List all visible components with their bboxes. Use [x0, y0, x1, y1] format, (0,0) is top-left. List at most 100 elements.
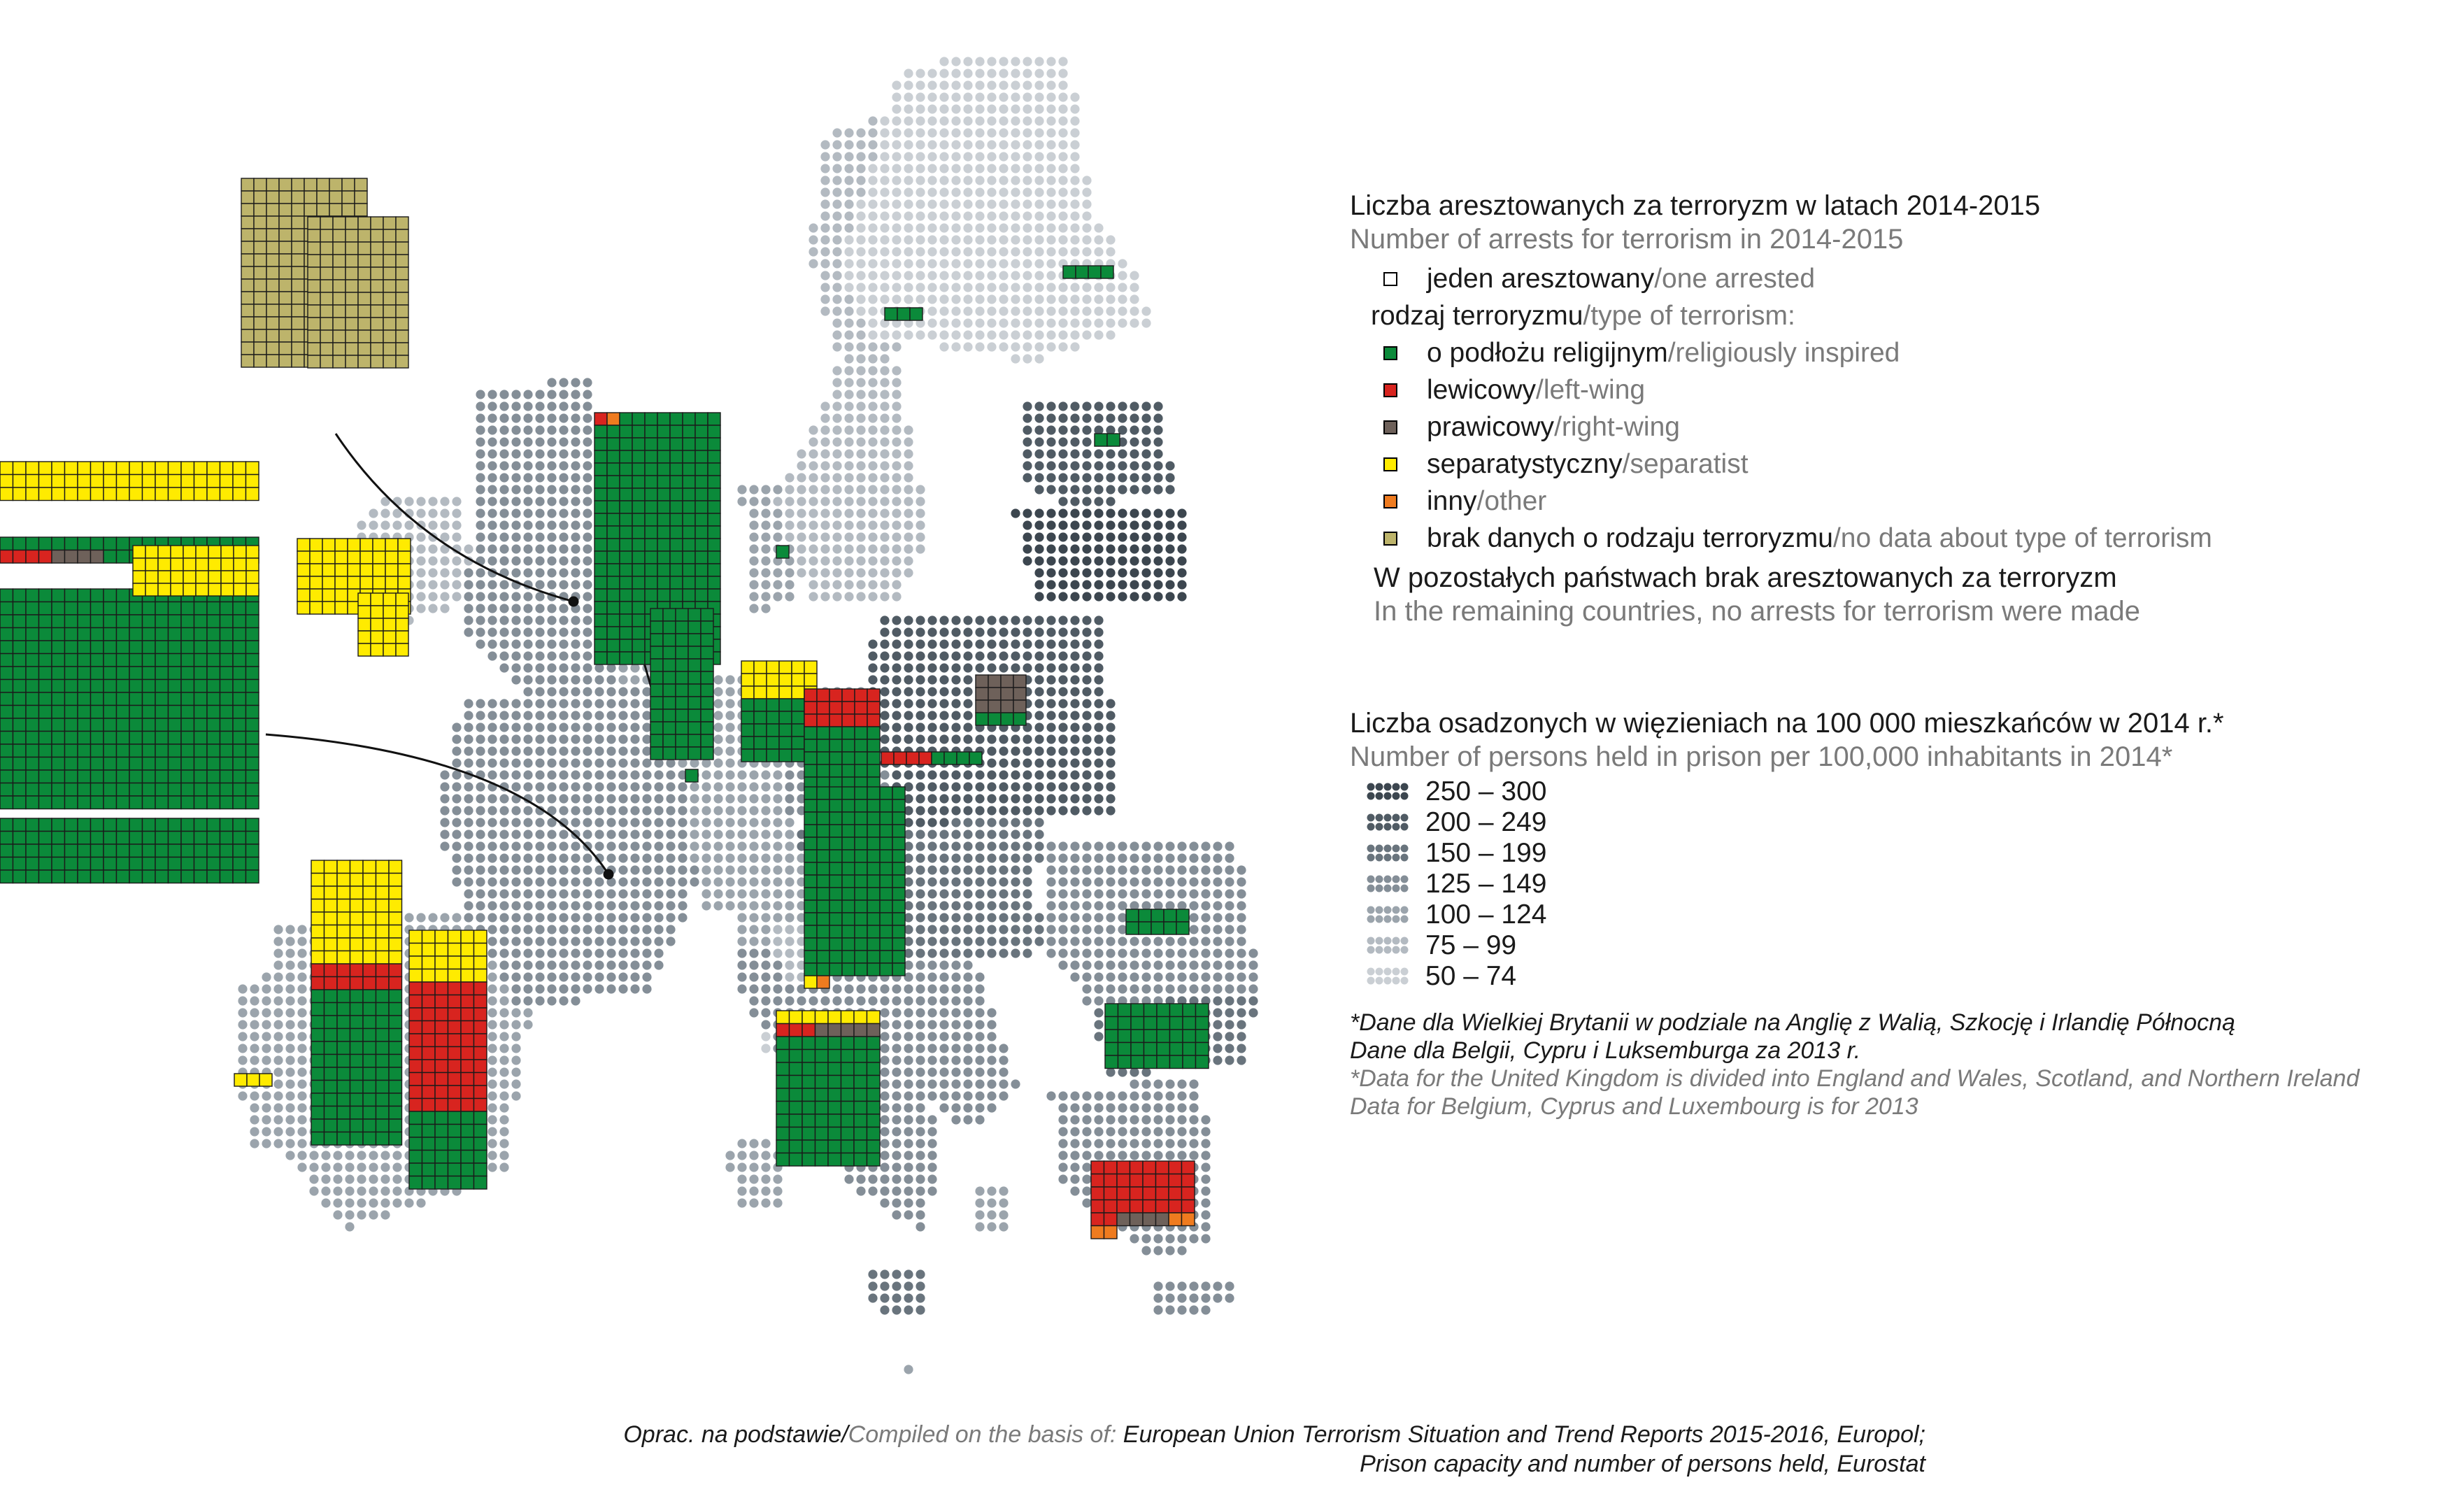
arrest-cell [291, 190, 305, 204]
prison-rate-dot [511, 984, 521, 994]
prison-rate-dot [535, 889, 545, 899]
prison-rate-dot [380, 1186, 390, 1196]
prison-rate-dot [523, 1020, 533, 1030]
prison-rate-dot [761, 1020, 771, 1030]
arrest-cell [341, 203, 355, 217]
prison-rate-dot [761, 948, 771, 958]
prison-rate-dot [951, 1032, 961, 1041]
arrest-cell [103, 869, 117, 884]
prison-rate-dot [892, 508, 902, 518]
prison-rate-dot [511, 508, 521, 518]
prison-rate-dot [1070, 176, 1080, 185]
prison-rate-dot [499, 794, 509, 804]
prison-rate-dot [1082, 1151, 1092, 1160]
prison-rate-dot [1106, 520, 1116, 530]
prison-rate-dot [1034, 806, 1044, 816]
prison-rate-dot [487, 699, 497, 709]
prison-rate-dot [440, 770, 450, 780]
prison-rate-dot [916, 1305, 925, 1315]
arrest-cell [206, 818, 221, 832]
prison-rate-dot [559, 520, 569, 530]
prison-rate-dot [559, 401, 569, 411]
prison-rate-dot [939, 259, 949, 269]
arrest-cell [245, 570, 259, 584]
prison-rate-dot [464, 794, 473, 804]
prison-rate-dot [773, 853, 783, 863]
prison-rate-dot [511, 889, 521, 899]
prison-rate-dot [1023, 758, 1032, 768]
prison-rate-dot [583, 711, 592, 720]
arrest-cell [155, 756, 169, 771]
prison-rate-dot [713, 746, 723, 756]
prison-rate-dot [1011, 294, 1020, 304]
prison-rate-dot [1201, 1305, 1211, 1315]
prison-rate-dot [880, 473, 890, 483]
prison-rate-dot [749, 782, 759, 792]
prison-rate-dot [452, 853, 462, 863]
prison-rate-dot [1094, 318, 1104, 328]
prison-rate-dot [404, 1198, 414, 1208]
arrest-cell [334, 538, 348, 552]
prison-rate-dot [916, 532, 925, 542]
prison-rate-dot [618, 794, 628, 804]
arrest-cell [341, 178, 355, 192]
prison-rate-dot [987, 1222, 997, 1232]
prison-rate-dot [559, 996, 569, 1006]
prison-rate-dot [916, 1151, 925, 1160]
prison-rate-dot [892, 1269, 902, 1279]
prison-rate-dot [749, 972, 759, 982]
arrest-cell [245, 856, 259, 871]
arrest-cell [278, 253, 292, 267]
prison-rate-dot [535, 401, 545, 411]
prison-rate-dot [749, 889, 759, 899]
arrest-cell [397, 538, 411, 552]
prison-rate-dot [892, 1293, 902, 1303]
prison-rate-dot [392, 1151, 402, 1160]
prison-rate-dot [1046, 711, 1056, 720]
prison-rate-dot [904, 568, 913, 578]
prison-rate-dot [868, 140, 878, 150]
prison-rate-dot [476, 473, 485, 483]
prison-rate-dot [1237, 1044, 1246, 1053]
prison-rate-dot [1011, 853, 1020, 863]
prison-rate-dot [1225, 1281, 1234, 1291]
prison-rate-dot [916, 1115, 925, 1125]
prison-rate-dot [1153, 853, 1163, 863]
prison-rate-dot [975, 877, 985, 887]
arrest-cell [12, 640, 27, 655]
prison-rate-dot [511, 1032, 521, 1041]
prison-rate-dot [939, 639, 949, 649]
prison-rate-dot [250, 1008, 259, 1018]
prison-rate-dot [1201, 1115, 1211, 1125]
prison-rate-dot [547, 568, 557, 578]
prison-rate-dot [1082, 901, 1092, 911]
prison-rate-dot [535, 996, 545, 1006]
arrest-cell [322, 563, 336, 577]
prison-rate-dot [820, 497, 830, 506]
prison-rate-dot [1237, 913, 1246, 923]
prison-rate-dot [583, 627, 592, 637]
prison-rate-dot [951, 223, 961, 233]
arrest-cell [372, 576, 386, 590]
prison-rate-dot [749, 1186, 759, 1196]
prison-rate-dot [297, 1044, 307, 1053]
arrest-cell [253, 266, 267, 280]
prison-rate-dot [666, 770, 676, 780]
prison-rate-dot [713, 699, 723, 709]
prison-rate-dot [1023, 508, 1032, 518]
arrest-cell [291, 241, 305, 255]
prison-rate-dot [725, 687, 735, 697]
prison-rate-dot [594, 865, 604, 875]
prison-rate-dot [583, 485, 592, 495]
prison-rate-dot [1046, 57, 1056, 66]
prison-rate-dot [1118, 901, 1127, 911]
prison-rate-dot [297, 925, 307, 934]
prison-rate-dot [666, 782, 676, 792]
arrest-cell [155, 769, 169, 784]
prison-rate-dot [1106, 937, 1116, 946]
prison-rate-dot [904, 69, 913, 78]
prison-rate-dot [1011, 92, 1020, 102]
prison-rate-dot [1058, 568, 1068, 578]
arrest-cell [90, 795, 104, 810]
prison-rate-dot [809, 259, 818, 269]
